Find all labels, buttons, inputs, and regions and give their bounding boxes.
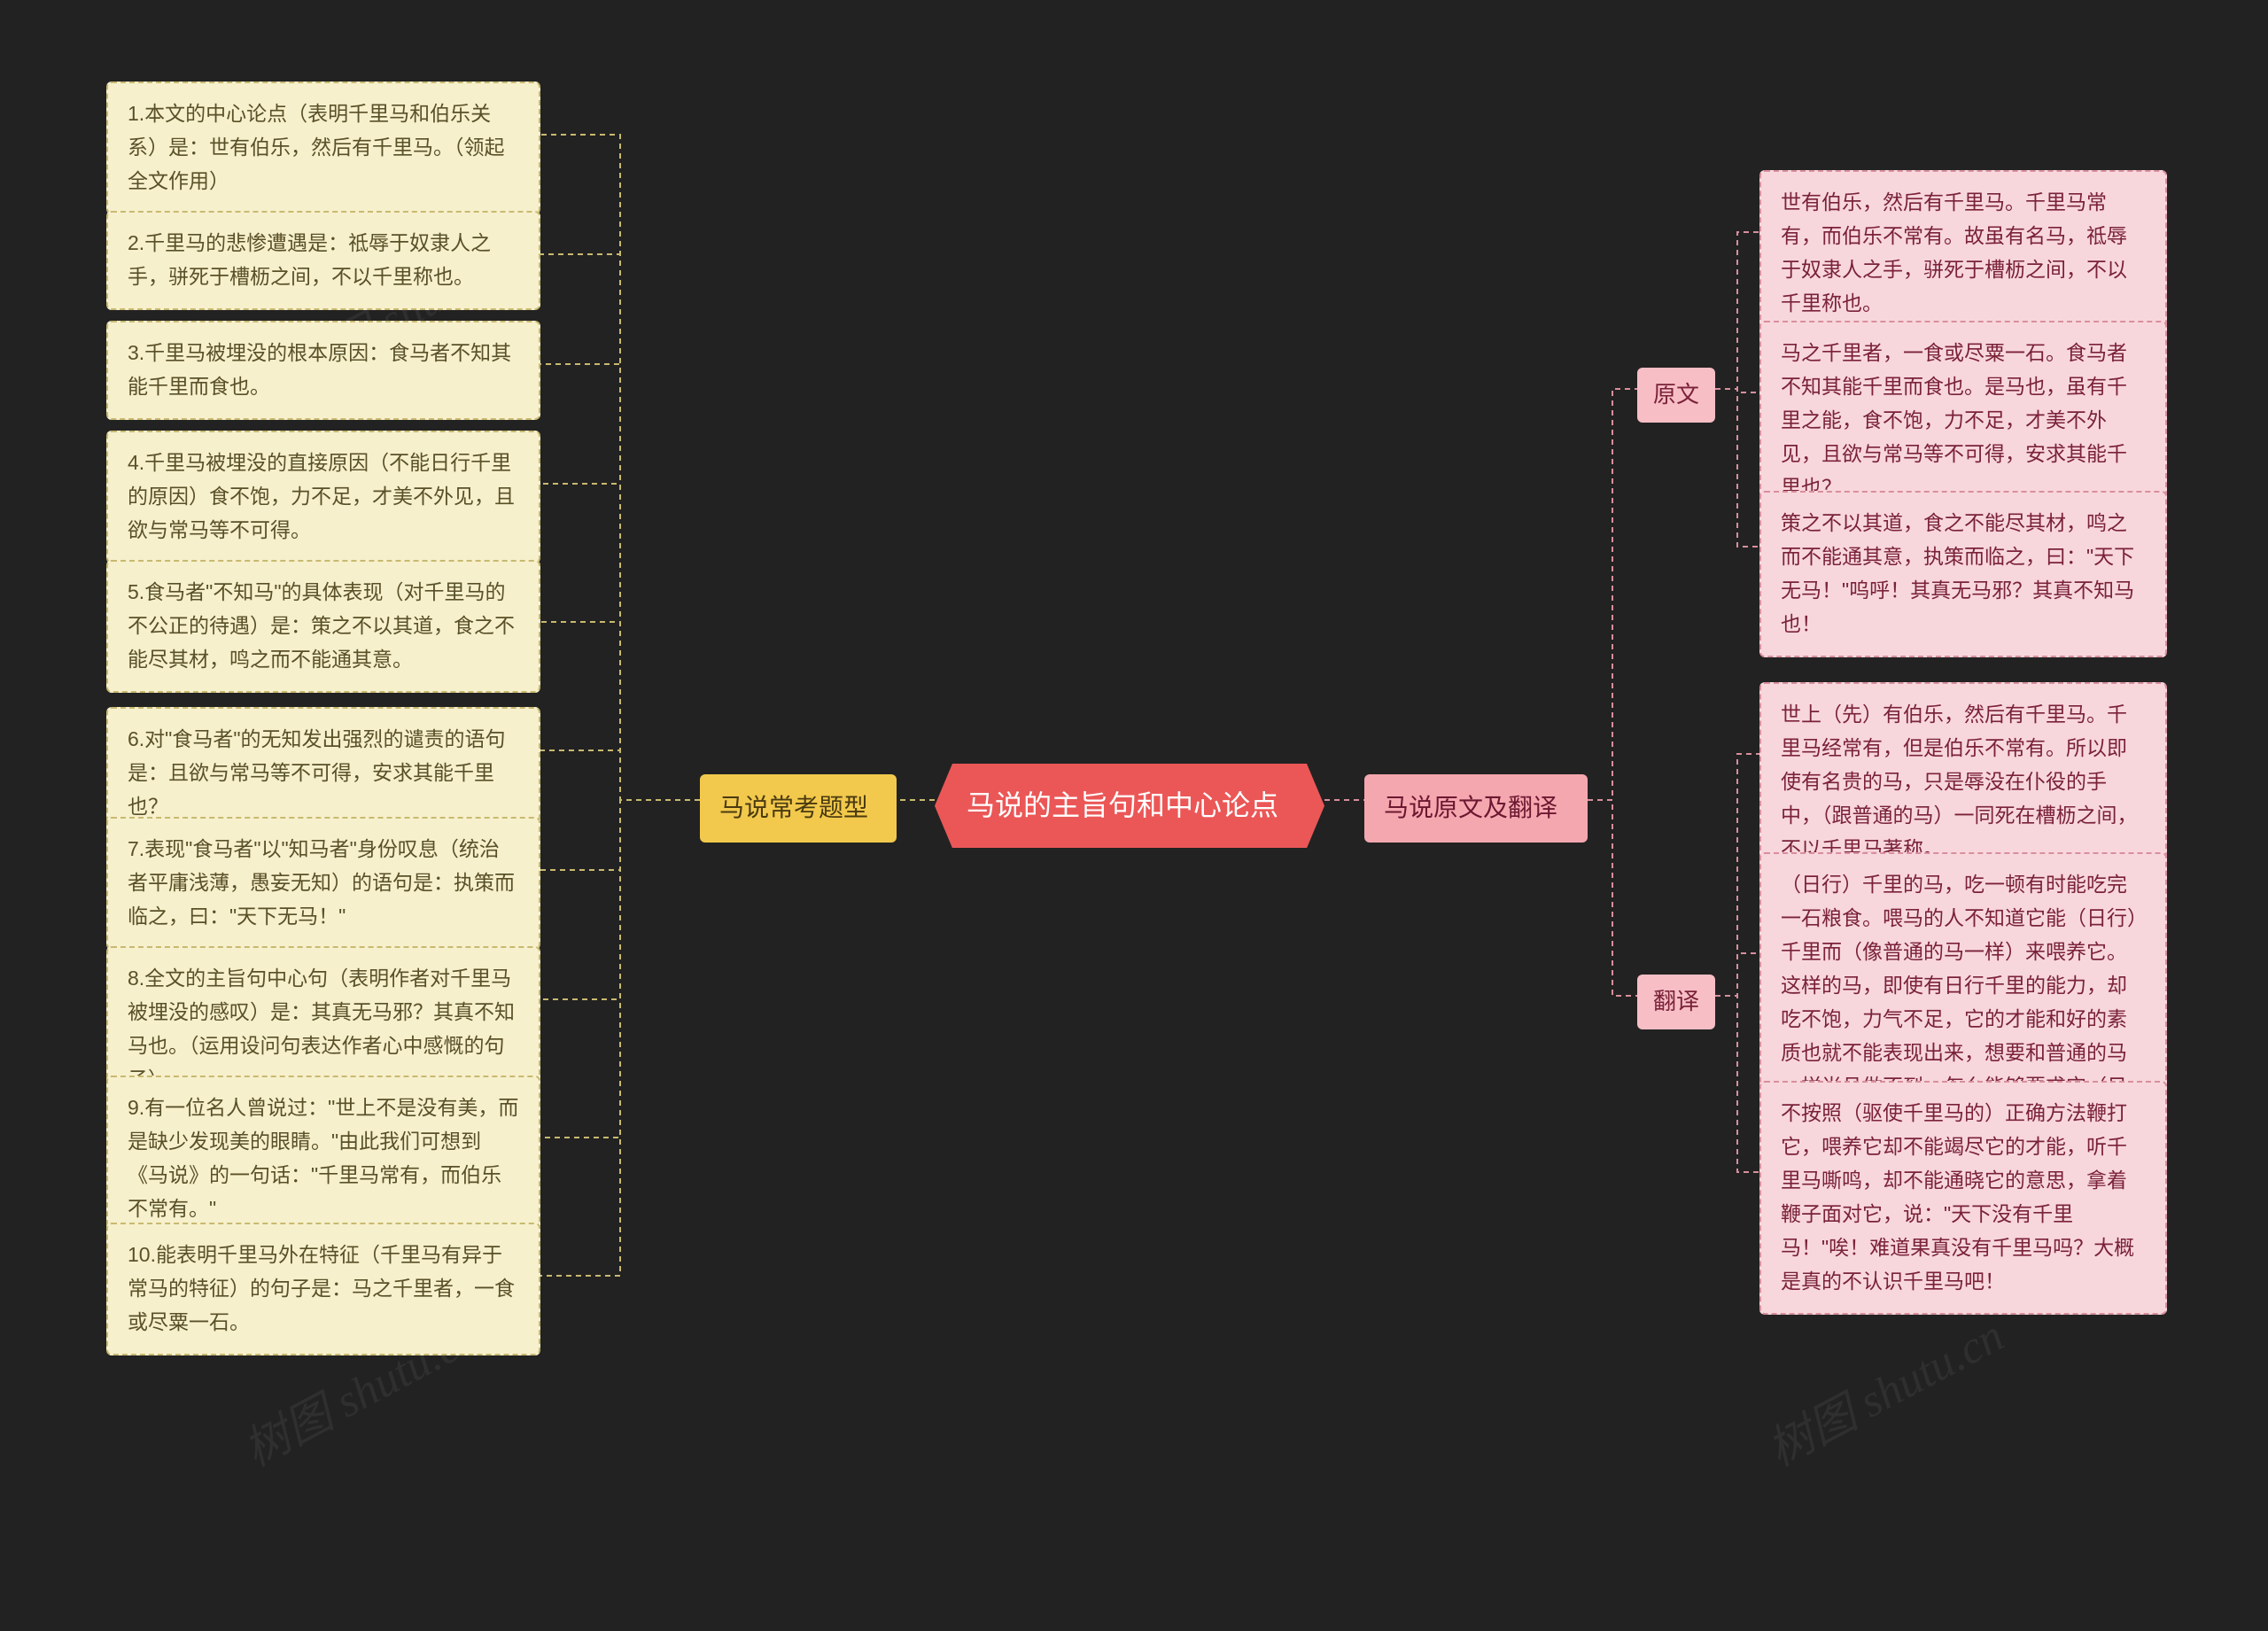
left-item-text: 6.对"食马者"的无知发出强烈的谴责的语句是：且欲与常马等不可得，安求其能千里也… (128, 727, 506, 818)
left-item-text: 9.有一位名人曾说过："世上不是没有美，而是缺少发现美的眼睛。"由此我们可想到《… (128, 1096, 518, 1220)
right-item-text: 世有伯乐，然后有千里马。千里马常有，而伯乐不常有。故虽有名马，祗辱于奴隶人之手，… (1781, 190, 2127, 315)
left-item: 1.本文的中心论点（表明千里马和伯乐关系）是：世有伯乐，然后有千里马。（领起全文… (106, 82, 540, 214)
right-item-text: 马之千里者，一食或尽粟一石。食马者不知其能千里而食也。是马也，虽有千里之能，食不… (1781, 341, 2127, 499)
left-category-label: 马说常考题型 (719, 794, 868, 821)
left-item: 7.表现"食马者"以"知马者"身份叹息（统治者平庸浅薄，愚妄无知）的语句是：执策… (106, 817, 540, 950)
left-item-text: 5.食马者"不知马"的具体表现（对千里马的不公正的待遇）是：策之不以其道，食之不… (128, 580, 515, 671)
left-item-text: 1.本文的中心论点（表明千里马和伯乐关系）是：世有伯乐，然后有千里马。（领起全文… (128, 102, 505, 192)
right-item-text: 策之不以其道，食之不能尽其材，鸣之而不能通其意，执策而临之，曰："天下无马！"呜… (1781, 511, 2134, 635)
right-subcategory-node: 原文 (1637, 368, 1715, 423)
watermark: 树图 shutu.cn (1753, 1299, 2013, 1479)
right-item-text: 不按照（驱使千里马的）正确方法鞭打它，喂养它却不能竭尽它的才能，听千里马嘶鸣，却… (1781, 1101, 2134, 1293)
left-category-node: 马说常考题型 (700, 774, 897, 843)
right-item: 策之不以其道，食之不能尽其材，鸣之而不能通其意，执策而临之，曰："天下无马！"呜… (1759, 491, 2167, 657)
left-item-text: 4.千里马被埋没的直接原因（不能日行千里的原因）食不饱，力不足，才美不外见，且欲… (128, 451, 515, 541)
left-item: 4.千里马被埋没的直接原因（不能日行千里的原因）食不饱，力不足，才美不外见，且欲… (106, 431, 540, 563)
right-item-text: 世上（先）有伯乐，然后有千里马。千里马经常有，但是伯乐不常有。所以即使有名贵的马… (1781, 703, 2138, 860)
right-subcategory-label: 原文 (1653, 381, 1699, 408)
left-item: 2.千里马的悲惨遭遇是：祗辱于奴隶人之手，骈死于槽枥之间，不以千里称也。 (106, 211, 540, 310)
left-item: 9.有一位名人曾说过："世上不是没有美，而是缺少发现美的眼睛。"由此我们可想到《… (106, 1076, 540, 1242)
left-item-text: 7.表现"食马者"以"知马者"身份叹息（统治者平庸浅薄，愚妄无知）的语句是：执策… (128, 837, 515, 928)
right-item: 世有伯乐，然后有千里马。千里马常有，而伯乐不常有。故虽有名马，祗辱于奴隶人之手，… (1759, 170, 2167, 337)
left-item: 10.能表明千里马外在特征（千里马有异于常马的特征）的句子是：马之千里者，一食或… (106, 1223, 540, 1355)
left-item-text: 2.千里马的悲惨遭遇是：祗辱于奴隶人之手，骈死于槽枥之间，不以千里称也。 (128, 231, 491, 288)
mindmap-canvas: 树图 shutu.cn树图 shutu.cn树图 shutu.cn树图 shut… (0, 0, 2268, 1631)
root-label: 马说的主旨句和中心论点 (967, 789, 1278, 821)
left-item-text: 3.千里马被埋没的根本原因：食马者不知其能千里而食也。 (128, 341, 511, 398)
left-item-text: 8.全文的主旨句中心句（表明作者对千里马被埋没的感叹）是：其真无马邪？其真不知马… (128, 967, 515, 1091)
left-item: 5.食马者"不知马"的具体表现（对千里马的不公正的待遇）是：策之不以其道，食之不… (106, 560, 540, 693)
right-item: 不按照（驱使千里马的）正确方法鞭打它，喂养它却不能竭尽它的才能，听千里马嘶鸣，却… (1759, 1081, 2167, 1315)
right-subcategory-node: 翻译 (1637, 975, 1715, 1029)
right-category-label: 马说原文及翻译 (1384, 794, 1557, 821)
right-subcategory-label: 翻译 (1653, 988, 1699, 1014)
left-item-text: 10.能表明千里马外在特征（千里马有异于常马的特征）的句子是：马之千里者，一食或… (128, 1243, 515, 1333)
right-category-node: 马说原文及翻译 (1364, 774, 1588, 843)
root-node: 马说的主旨句和中心论点 (935, 764, 1324, 848)
left-item: 3.千里马被埋没的根本原因：食马者不知其能千里而食也。 (106, 321, 540, 420)
